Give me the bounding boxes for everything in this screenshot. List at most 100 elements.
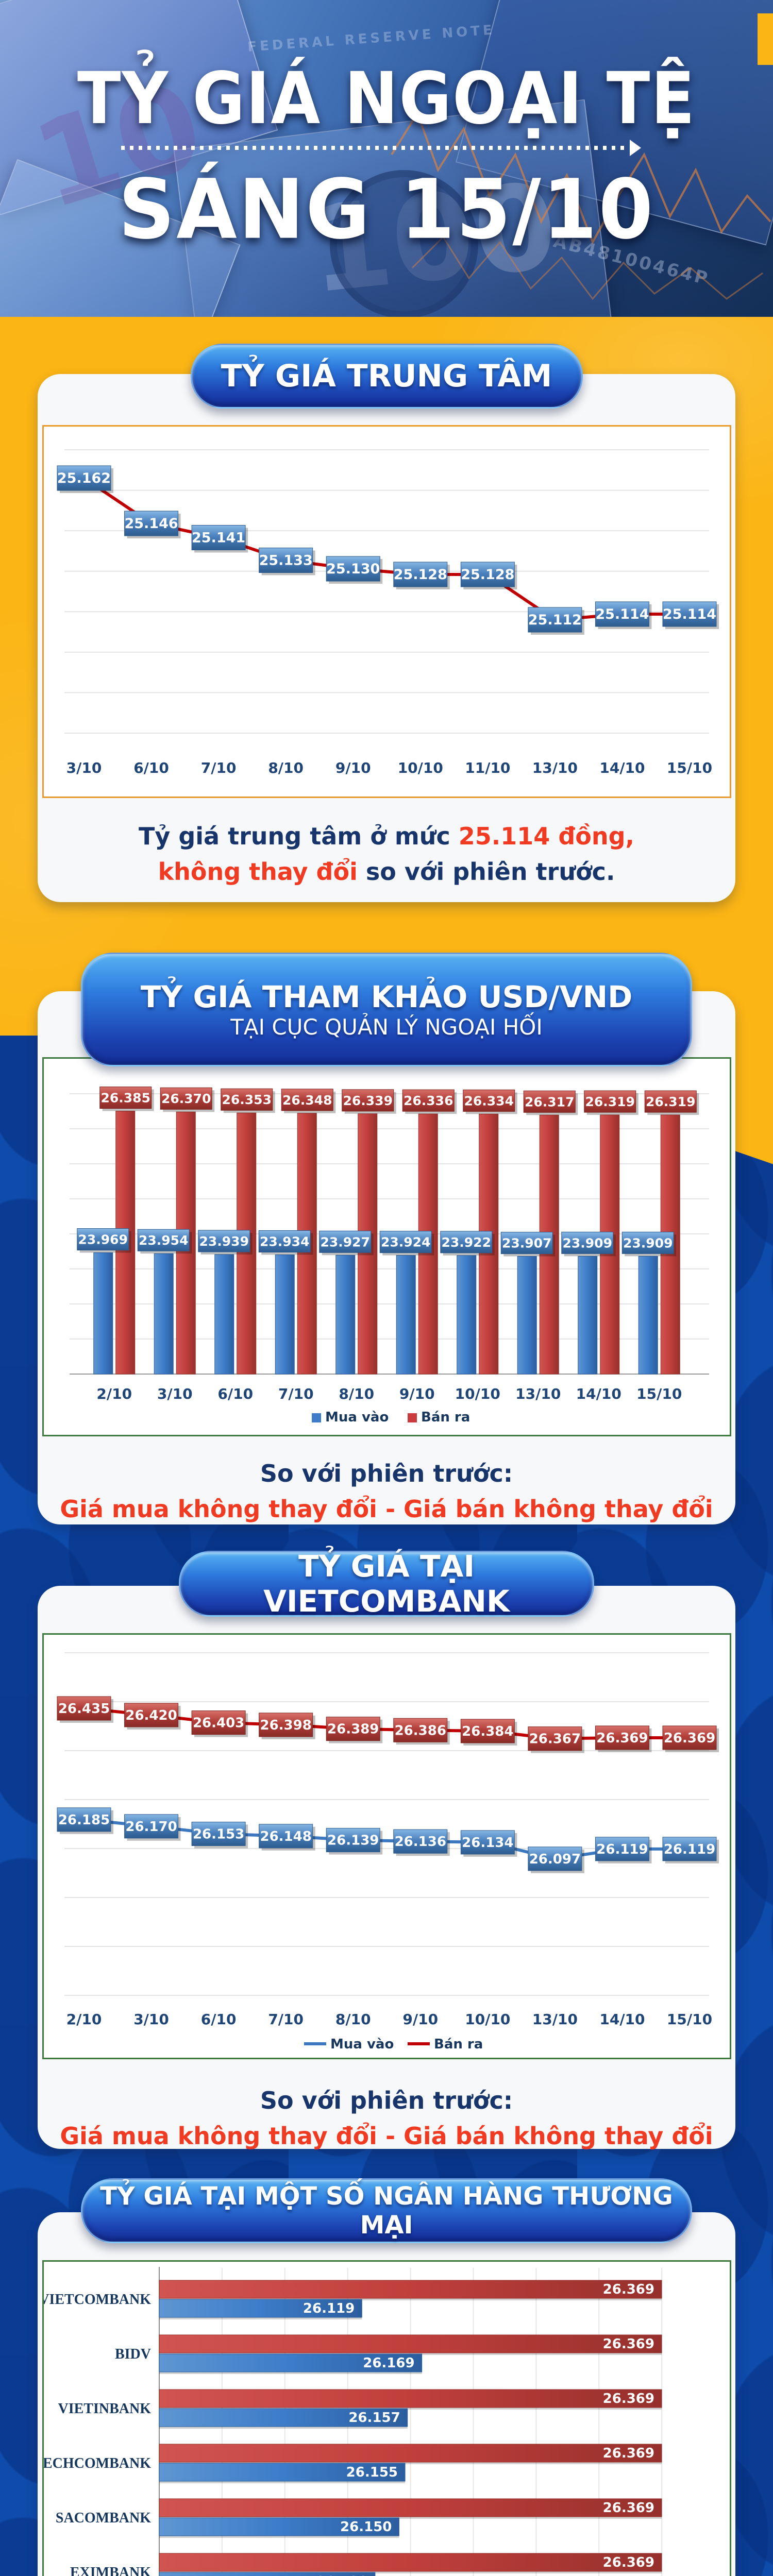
svg-text:26.369: 26.369 bbox=[602, 2391, 654, 2406]
section-title-vietcombank: TỶ GIÁ TẠI VIETCOMBANK bbox=[179, 1549, 594, 1619]
svg-text:SACOMBANK: SACOMBANK bbox=[55, 2510, 150, 2526]
svg-text:25.141: 25.141 bbox=[192, 530, 245, 546]
svg-text:23.909: 23.909 bbox=[562, 1235, 612, 1250]
svg-text:26.119: 26.119 bbox=[663, 1842, 715, 1857]
svg-text:25.133: 25.133 bbox=[259, 553, 312, 569]
card-reference-rate: 26.385 23.969 2/10 26.370 23.954 3/10 26.3… bbox=[38, 991, 735, 1524]
svg-text:9/10: 9/10 bbox=[335, 759, 371, 776]
svg-text:26.348: 26.348 bbox=[282, 1093, 332, 1108]
section-title-reference-rate: TỶ GIÁ THAM KHẢO USD/VND TẠI CỤC QUẢN LÝ… bbox=[81, 953, 692, 1066]
page-subtitle: SÁNG 15/10 bbox=[118, 161, 655, 258]
svg-text:26.134: 26.134 bbox=[462, 1835, 513, 1851]
svg-text:25.114: 25.114 bbox=[595, 606, 649, 622]
svg-text:23.924: 23.924 bbox=[381, 1235, 430, 1250]
central-rate-line-chart: 25.162 25.146 25.141 25.133 25.130 25.12… bbox=[42, 425, 731, 798]
svg-text:14/10: 14/10 bbox=[576, 1385, 621, 1402]
svg-text:26.369: 26.369 bbox=[602, 2555, 654, 2570]
yellow-corner-sliver bbox=[758, 13, 773, 65]
svg-text:26.384: 26.384 bbox=[462, 1724, 513, 1739]
svg-text:6/10: 6/10 bbox=[217, 1385, 253, 1402]
section-title-central-rate: TỶ GIÁ TRUNG TÂM bbox=[190, 344, 583, 409]
svg-text:26.097: 26.097 bbox=[529, 1852, 580, 1867]
svg-text:14/10: 14/10 bbox=[599, 2011, 645, 2028]
card-vietcombank: 26.435 26.420 26.403 26.398 26.389 26.38… bbox=[38, 1586, 735, 2150]
svg-text:26.386: 26.386 bbox=[394, 1723, 446, 1738]
svg-text:EXIMBANK: EXIMBANK bbox=[70, 2565, 150, 2576]
svg-text:26.339: 26.339 bbox=[343, 1093, 392, 1108]
section-vietcombank: TỶ GIÁ TẠI VIETCOMBANK 26.435 26.420 26.… bbox=[0, 1549, 773, 2150]
svg-text:9/10: 9/10 bbox=[402, 2011, 438, 2028]
svg-text:26.369: 26.369 bbox=[602, 2336, 654, 2352]
svg-text:25.112: 25.112 bbox=[528, 612, 581, 628]
svg-text:26.370: 26.370 bbox=[161, 1091, 211, 1106]
svg-text:26.398: 26.398 bbox=[260, 1718, 311, 1733]
svg-text:13/10: 13/10 bbox=[532, 2011, 577, 2028]
svg-text:26.155: 26.155 bbox=[346, 2465, 397, 2480]
orange-chart-line-decoration bbox=[391, 111, 771, 300]
vietcombank-line-chart: 26.435 26.420 26.403 26.398 26.389 26.38… bbox=[42, 1633, 731, 2059]
svg-text:26.369: 26.369 bbox=[663, 1731, 715, 1746]
svg-text:13/10: 13/10 bbox=[532, 759, 577, 776]
page-title: TỶ GIÁ NGOẠI TỆ bbox=[77, 57, 696, 141]
svg-text:25.114: 25.114 bbox=[662, 606, 716, 622]
caption-central-rate: Tỷ giá trung tâm ở mức 25.114 đồng, khôn… bbox=[138, 822, 635, 886]
svg-text:26.136: 26.136 bbox=[394, 1834, 446, 1850]
svg-text:23.922: 23.922 bbox=[441, 1235, 491, 1250]
caption-vietcombank: So với phiên trước: Giá mua không thay đ… bbox=[60, 2087, 713, 2150]
svg-text:25.130: 25.130 bbox=[326, 561, 380, 577]
svg-text:9/10: 9/10 bbox=[399, 1385, 434, 1402]
svg-text:6/10: 6/10 bbox=[133, 759, 169, 776]
svg-text:26.435: 26.435 bbox=[58, 1701, 109, 1717]
svg-text:23.907: 23.907 bbox=[502, 1236, 551, 1251]
svg-text:7/10: 7/10 bbox=[268, 2011, 304, 2028]
svg-text:26.369: 26.369 bbox=[602, 2500, 654, 2516]
svg-text:TECHCOMBANK: TECHCOMBANK bbox=[44, 2455, 151, 2471]
svg-text:3/10: 3/10 bbox=[157, 1385, 192, 1402]
svg-text:2/10: 2/10 bbox=[66, 2011, 102, 2028]
svg-text:VIETINBANK: VIETINBANK bbox=[58, 2401, 151, 2417]
svg-text:26.403: 26.403 bbox=[192, 1716, 244, 1731]
svg-text:25.146: 25.146 bbox=[124, 516, 178, 532]
section-central-rate: TỶ GIÁ TRUNG TÂM 25.162 25.146 25.141 25… bbox=[0, 344, 773, 902]
svg-text:26.319: 26.319 bbox=[646, 1094, 695, 1109]
dotted-divider bbox=[121, 146, 626, 150]
svg-text:26.119: 26.119 bbox=[596, 1842, 648, 1857]
svg-text:26.169: 26.169 bbox=[363, 2355, 414, 2371]
svg-text:13/10: 13/10 bbox=[515, 1385, 561, 1402]
svg-text:26.185: 26.185 bbox=[58, 1812, 109, 1828]
svg-text:Bán ra: Bán ra bbox=[421, 1410, 470, 1425]
svg-text:23.969: 23.969 bbox=[78, 1232, 127, 1247]
svg-text:26.369: 26.369 bbox=[602, 2282, 654, 2297]
reference-rate-bar-chart: 26.385 23.969 2/10 26.370 23.954 3/10 26.3… bbox=[42, 1057, 731, 1436]
svg-text:Bán ra: Bán ra bbox=[434, 2037, 483, 2052]
svg-text:26.317: 26.317 bbox=[525, 1094, 574, 1109]
svg-text:26.336: 26.336 bbox=[404, 1093, 453, 1108]
svg-text:25.128: 25.128 bbox=[393, 567, 447, 583]
svg-text:14/10: 14/10 bbox=[599, 759, 645, 776]
svg-text:BIDV: BIDV bbox=[114, 2346, 150, 2362]
svg-text:26.385: 26.385 bbox=[100, 1091, 150, 1106]
svg-text:25.162: 25.162 bbox=[57, 470, 110, 486]
svg-text:26.148: 26.148 bbox=[260, 1829, 311, 1844]
svg-text:26.389: 26.389 bbox=[327, 1722, 379, 1737]
svg-text:10/10: 10/10 bbox=[465, 2011, 510, 2028]
section-reference-rate: TỶ GIÁ THAM KHẢO USD/VND TẠI CỤC QUẢN LÝ… bbox=[0, 953, 773, 1524]
svg-text:26.150: 26.150 bbox=[340, 2519, 392, 2535]
section-commercial-banks: TỶ GIÁ TẠI MỘT SỐ NGÂN HÀNG THƯƠNG MẠI 2… bbox=[0, 2178, 773, 2576]
svg-text:26.369: 26.369 bbox=[602, 2446, 654, 2461]
arrow-icon bbox=[630, 140, 641, 156]
commercial-banks-hbar-chart: 26.369 26.119 VIETCOMBANK 26.369 26.169 BIDV 2… bbox=[33, 2260, 731, 2576]
svg-text:23.927: 23.927 bbox=[320, 1234, 369, 1249]
svg-text:23.939: 23.939 bbox=[199, 1234, 248, 1249]
svg-text:26.334: 26.334 bbox=[464, 1093, 513, 1108]
caption-reference-rate: So với phiên trước: Giá mua không thay đ… bbox=[60, 1460, 713, 1523]
svg-text:8/10: 8/10 bbox=[268, 759, 304, 776]
svg-text:7/10: 7/10 bbox=[200, 759, 236, 776]
svg-text:26.130: 26.130 bbox=[316, 2574, 367, 2576]
svg-text:26.170: 26.170 bbox=[125, 1819, 177, 1835]
svg-text:7/10: 7/10 bbox=[278, 1385, 313, 1402]
section-title-commercial-banks: TỶ GIÁ TẠI MỘT SỐ NGÂN HÀNG THƯƠNG MẠI bbox=[81, 2178, 692, 2243]
svg-text:15/10: 15/10 bbox=[666, 759, 712, 776]
svg-text:Mua vào: Mua vào bbox=[330, 2037, 394, 2052]
